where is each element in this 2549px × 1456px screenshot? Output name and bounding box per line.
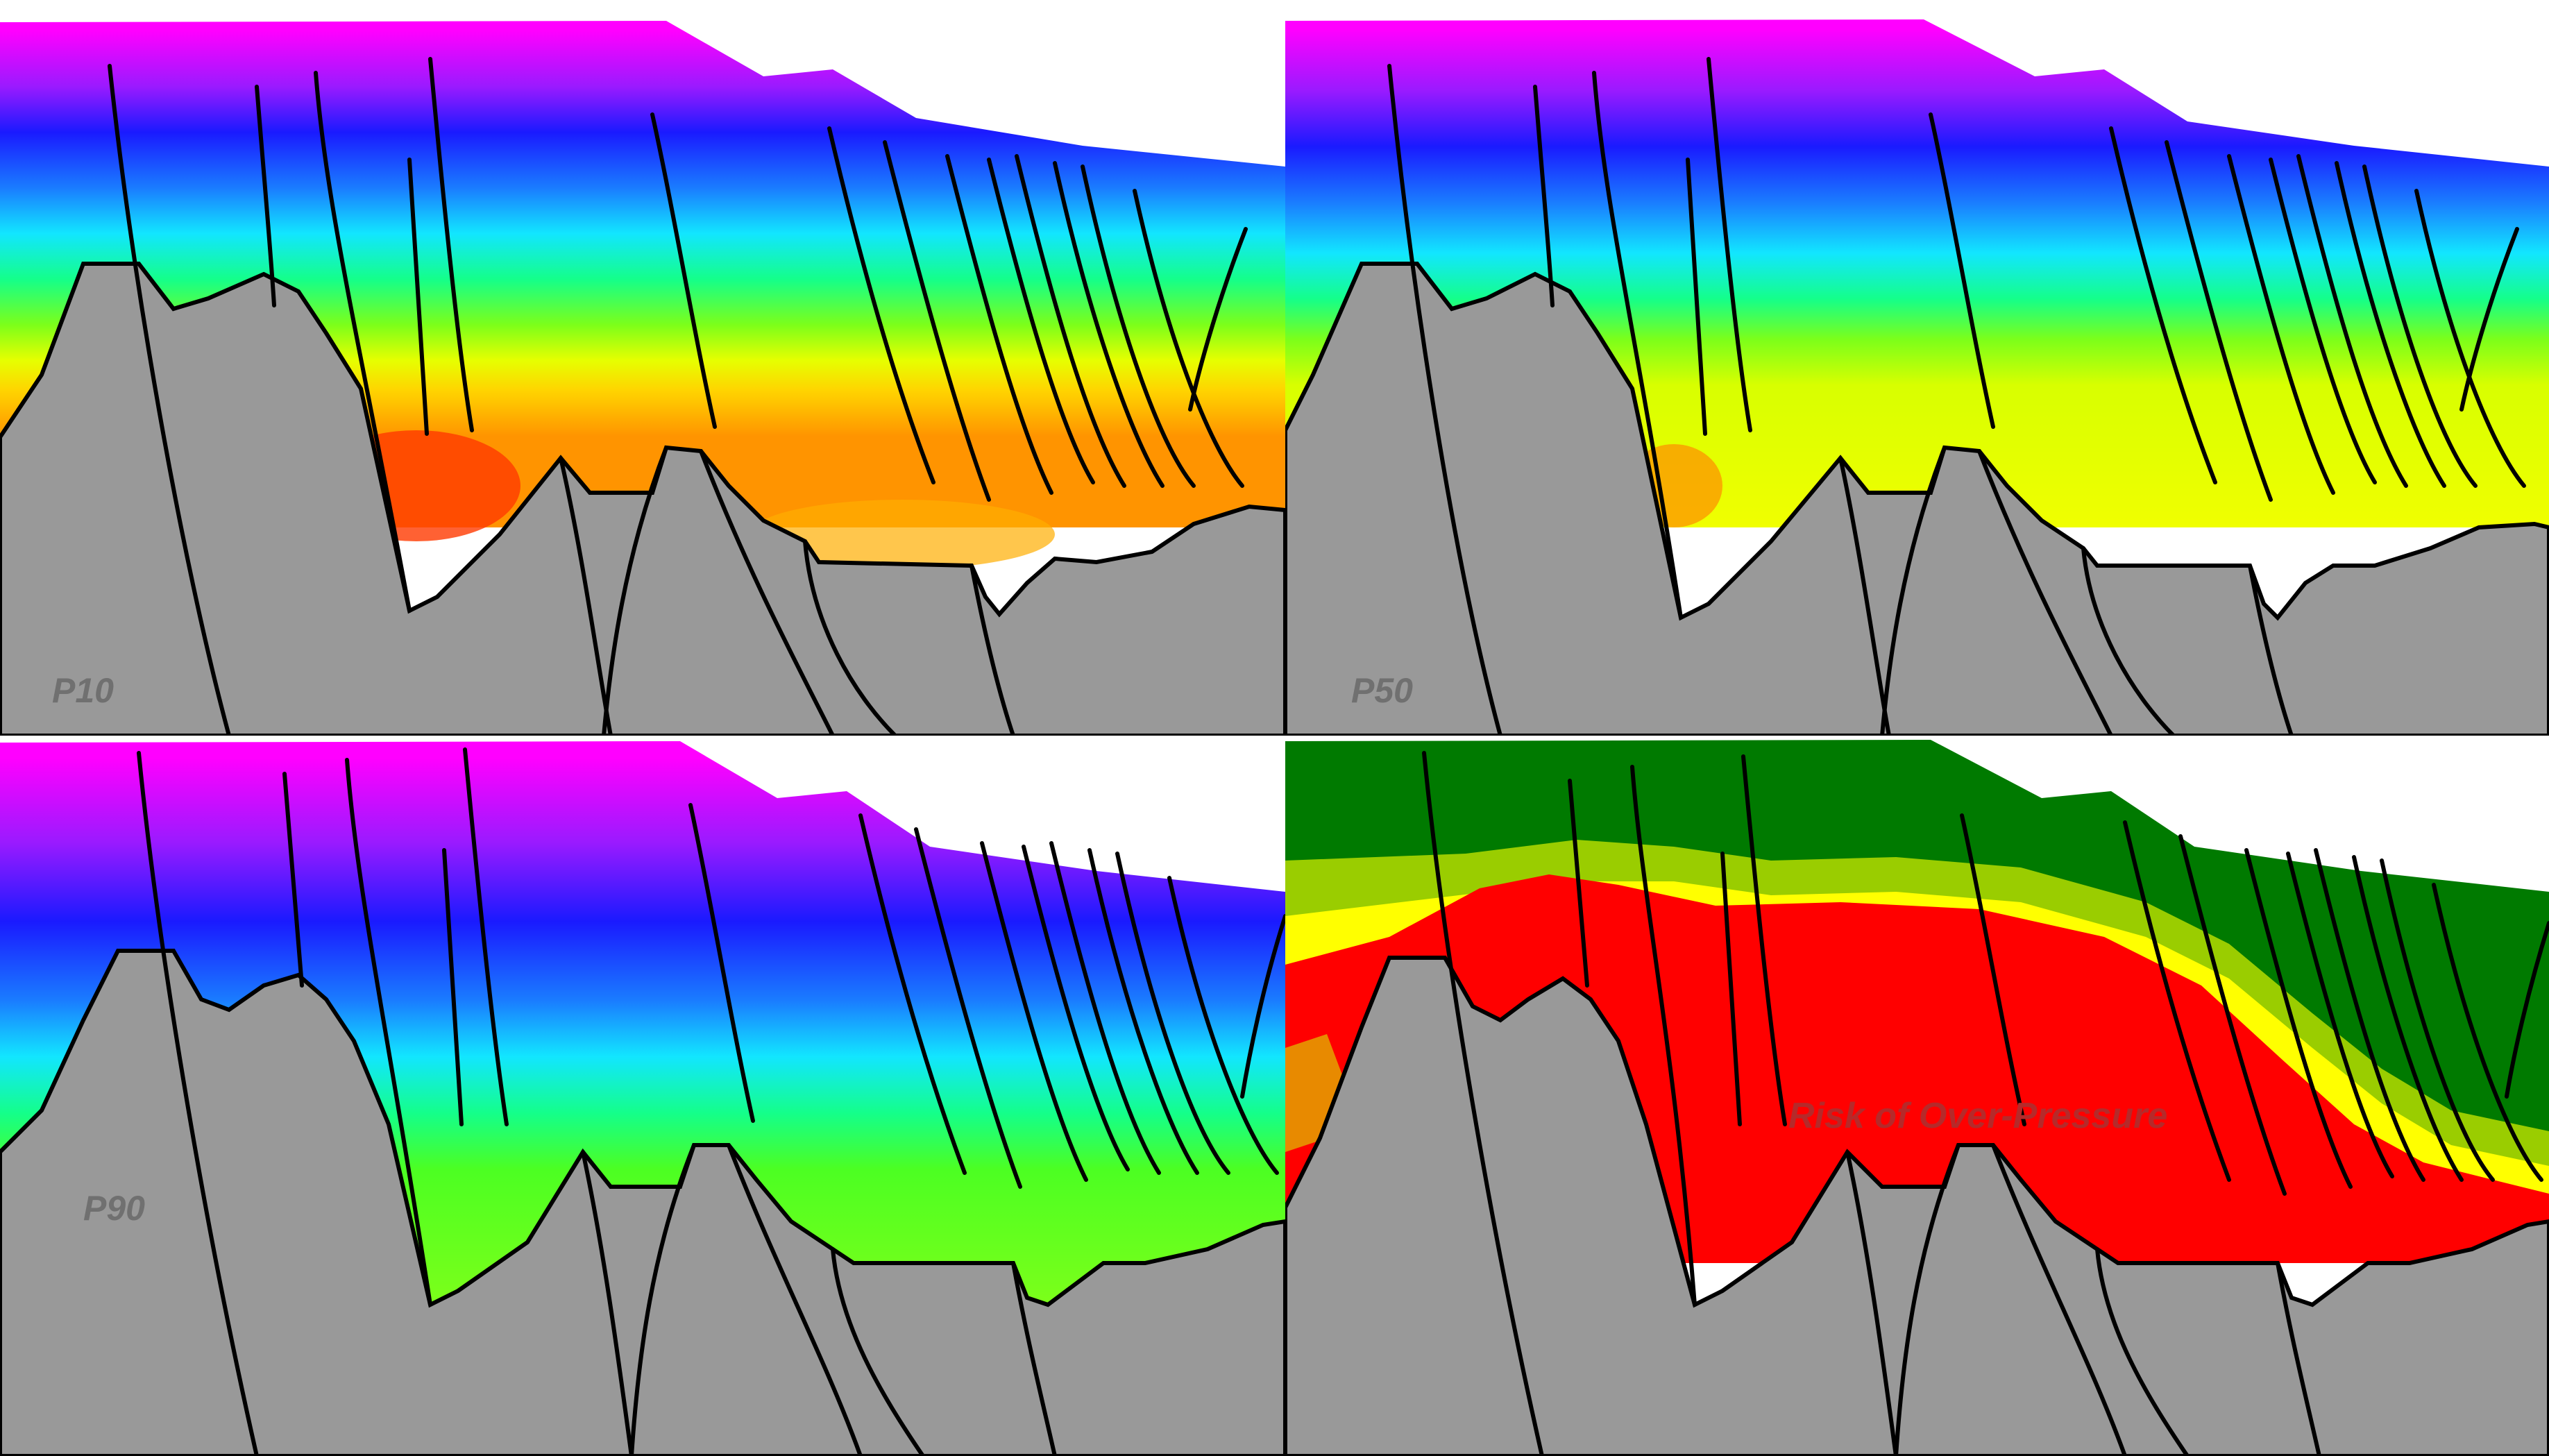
p10-section [0, 21, 1285, 736]
p10-faults [108, 57, 1248, 736]
panel-risk: Risk of Over-Pressure [1285, 736, 2549, 1456]
risk-section [1285, 740, 2549, 1456]
risk-faults [1422, 751, 2549, 1456]
p90-faults [137, 747, 1285, 1456]
risk-over-pressure-label: Risk of Over-Pressure [1788, 1096, 2168, 1136]
p10-label: P10 [52, 671, 114, 710]
panel-p50: P50 [1285, 0, 2549, 736]
p50-faults [1387, 57, 2526, 736]
p50-label: P50 [1351, 671, 1413, 710]
panel-p10: P10 [0, 0, 1285, 736]
p90-label: P90 [83, 1189, 145, 1228]
p50-section [1285, 19, 2549, 736]
p90-section [0, 741, 1285, 1456]
panel-p90: P90 [0, 736, 1285, 1456]
